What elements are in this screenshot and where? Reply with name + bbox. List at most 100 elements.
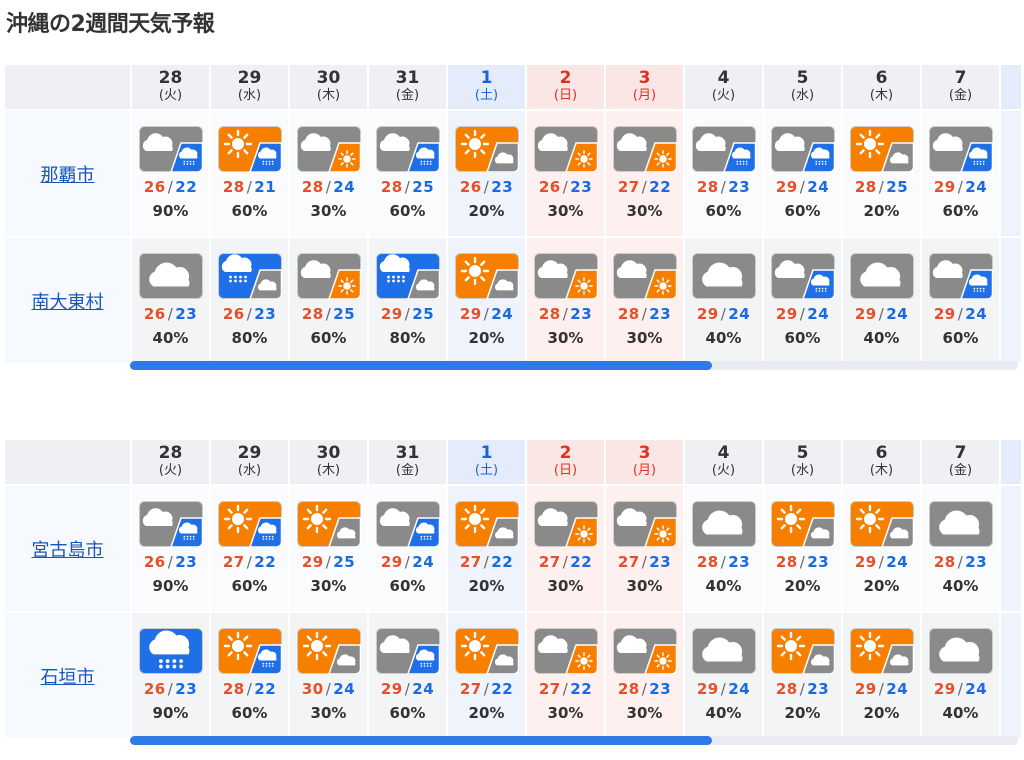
weekday: (金) bbox=[395, 88, 420, 103]
high-temp: 28 bbox=[775, 680, 798, 698]
cloudy-then-sunny-weather-icon bbox=[612, 126, 677, 173]
high-temp: 26 bbox=[143, 553, 166, 571]
temperature: 29/24 bbox=[855, 680, 908, 698]
forecast-cell: 28/23 30% bbox=[606, 613, 683, 738]
separator: / bbox=[246, 553, 253, 571]
separator: / bbox=[167, 305, 174, 323]
cloudy-then-rain-weather-icon bbox=[770, 253, 835, 300]
date-header-cell: 1 (土) bbox=[448, 65, 525, 109]
cloudy-then-sunny-weather-icon bbox=[612, 501, 677, 548]
temperature: 26/23 bbox=[223, 305, 276, 323]
temperature: 28/23 bbox=[618, 305, 671, 323]
rain-then-cloudy-weather-icon bbox=[217, 253, 282, 300]
precip-probability: 30% bbox=[626, 704, 663, 722]
day-number: 2 bbox=[559, 68, 572, 88]
precip-probability: 60% bbox=[310, 329, 347, 347]
high-temp: 27 bbox=[538, 680, 561, 698]
date-header-cell: 31 (金) bbox=[369, 65, 446, 109]
forecast-cell: 26/22 90% bbox=[132, 111, 209, 236]
separator: / bbox=[562, 178, 569, 196]
low-temp: 24 bbox=[807, 178, 830, 196]
cloudy-then-rain-weather-icon bbox=[928, 126, 993, 173]
sunny-then-cloudy-weather-icon bbox=[770, 501, 835, 548]
high-temp: 26 bbox=[143, 680, 166, 698]
forecast-cell: 27/22 20% bbox=[448, 613, 525, 738]
day-number: 4 bbox=[717, 443, 730, 463]
low-temp: 24 bbox=[886, 553, 909, 571]
region-link[interactable]: 宮古島市 bbox=[31, 539, 104, 561]
forecast-cell: 28/21 60% bbox=[211, 111, 288, 236]
low-temp: 22 bbox=[254, 680, 277, 698]
high-temp: 29 bbox=[854, 553, 877, 571]
forecast-cell: 26/23 80% bbox=[211, 238, 288, 363]
high-temp: 26 bbox=[459, 178, 482, 196]
forecast-cell: 29/25 80% bbox=[369, 238, 446, 363]
scrollbar-thumb[interactable] bbox=[130, 361, 712, 370]
precip-probability: 60% bbox=[942, 329, 979, 347]
day-number: 29 bbox=[237, 443, 262, 463]
high-temp: 27 bbox=[459, 553, 482, 571]
precip-probability: 80% bbox=[389, 329, 426, 347]
temperature: 26/23 bbox=[460, 178, 513, 196]
high-temp: 29 bbox=[380, 553, 403, 571]
separator: / bbox=[483, 553, 490, 571]
cloudy-then-sunny-weather-icon bbox=[533, 501, 598, 548]
next-column-partial bbox=[1001, 238, 1021, 363]
temperature: 29/24 bbox=[934, 178, 987, 196]
cloudy-then-rain-weather-icon bbox=[770, 126, 835, 173]
high-temp: 28 bbox=[696, 553, 719, 571]
region-link[interactable]: 南大東村 bbox=[31, 291, 104, 313]
separator: / bbox=[641, 178, 648, 196]
forecast-cell: 29/24 20% bbox=[843, 486, 920, 611]
sunny-then-cloudy-weather-icon bbox=[454, 628, 519, 675]
forecast-cell: 26/23 90% bbox=[132, 613, 209, 738]
low-temp: 24 bbox=[412, 680, 435, 698]
forecast-cell: 27/22 20% bbox=[448, 486, 525, 611]
weekday: (水) bbox=[790, 88, 815, 103]
temperature: 29/24 bbox=[697, 680, 750, 698]
region-row: 宮古島市 26/23 90% 27/22 60% 29/25 30% 29/24 60% 27/2… bbox=[5, 486, 1024, 611]
low-temp: 23 bbox=[570, 305, 593, 323]
region-link[interactable]: 那覇市 bbox=[40, 164, 95, 186]
forecast-cell: 28/23 20% bbox=[764, 613, 841, 738]
day-number: 31 bbox=[395, 443, 420, 463]
scrollbar-thumb[interactable] bbox=[130, 736, 712, 745]
separator: / bbox=[562, 553, 569, 571]
high-temp: 28 bbox=[617, 680, 640, 698]
low-temp: 21 bbox=[254, 178, 277, 196]
low-temp: 24 bbox=[728, 305, 751, 323]
high-temp: 28 bbox=[538, 305, 561, 323]
temperature: 27/22 bbox=[223, 553, 276, 571]
temperature: 29/24 bbox=[855, 305, 908, 323]
separator: / bbox=[799, 178, 806, 196]
separator: / bbox=[325, 178, 332, 196]
temperature: 29/25 bbox=[381, 305, 434, 323]
low-temp: 25 bbox=[333, 553, 356, 571]
high-temp: 29 bbox=[696, 680, 719, 698]
temperature: 29/24 bbox=[776, 178, 829, 196]
weekday: (木) bbox=[869, 463, 894, 478]
rain-weather-icon bbox=[138, 628, 203, 674]
horizontal-scrollbar[interactable] bbox=[130, 361, 1018, 370]
low-temp: 23 bbox=[649, 553, 672, 571]
sunny-then-cloudy-weather-icon bbox=[849, 501, 914, 548]
temperature: 28/23 bbox=[776, 680, 829, 698]
date-header-cell: 30 (木) bbox=[290, 65, 367, 109]
precip-probability: 20% bbox=[468, 577, 505, 595]
precip-probability: 20% bbox=[468, 202, 505, 220]
weekday: (土) bbox=[474, 463, 499, 478]
precip-probability: 60% bbox=[705, 202, 742, 220]
weekday: (火) bbox=[158, 88, 183, 103]
precip-probability: 40% bbox=[705, 704, 742, 722]
separator: / bbox=[878, 305, 885, 323]
rain-then-cloudy-weather-icon bbox=[375, 253, 440, 300]
region-link[interactable]: 石垣市 bbox=[40, 666, 95, 688]
forecast-table: 28 (火) 29 (水) 30 (木) 31 (金) 1 (土) 2 (日) 3 (月) 4 (火) 5 (水)… bbox=[5, 440, 1024, 740]
high-temp: 26 bbox=[143, 178, 166, 196]
date-header-cell: 29 (水) bbox=[211, 65, 288, 109]
weekday: (木) bbox=[316, 88, 341, 103]
separator: / bbox=[483, 178, 490, 196]
forecast-cell: 28/22 60% bbox=[211, 613, 288, 738]
horizontal-scrollbar[interactable] bbox=[130, 736, 1018, 745]
date-header-row: 28 (火) 29 (水) 30 (木) 31 (金) 1 (土) 2 (日) 3 (月) 4 (火) 5 (水)… bbox=[5, 65, 1024, 109]
